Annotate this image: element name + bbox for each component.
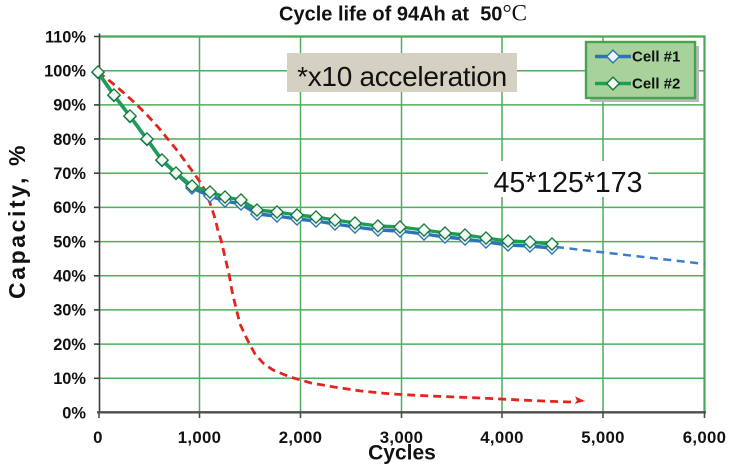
svg-text:*x10 acceleration: *x10 acceleration [297,61,507,92]
svg-text:80%: 80% [53,131,86,149]
svg-text:0: 0 [93,428,103,447]
svg-text:2,000: 2,000 [279,428,323,447]
svg-text:40%: 40% [53,268,86,286]
svg-text:6,000: 6,000 [683,428,727,447]
svg-text:45*125*173: 45*125*173 [494,167,643,199]
svg-text:4,000: 4,000 [480,428,524,447]
svg-text:1,000: 1,000 [178,428,222,447]
svg-text:60%: 60% [53,199,86,217]
svg-text:70%: 70% [53,165,86,183]
svg-text:Cell #2: Cell #2 [632,76,680,93]
svg-text:Cycles: Cycles [368,442,436,465]
svg-text:Cycle life of 94Ah at 50°C: Cycle life of 94Ah at 50°C [279,1,527,26]
svg-text:30%: 30% [53,302,86,320]
svg-text:3,000: 3,000 [380,428,424,447]
svg-text:Capacity, %: Capacity, % [4,143,30,299]
svg-text:5,000: 5,000 [581,428,625,447]
svg-text:110%: 110% [45,28,86,46]
svg-text:Cell #1: Cell #1 [632,49,680,66]
svg-text:50%: 50% [53,233,86,251]
svg-text:0%: 0% [62,404,86,422]
svg-text:20%: 20% [53,336,86,354]
svg-text:100%: 100% [44,63,86,81]
svg-text:10%: 10% [53,370,86,388]
svg-text:90%: 90% [53,97,86,115]
